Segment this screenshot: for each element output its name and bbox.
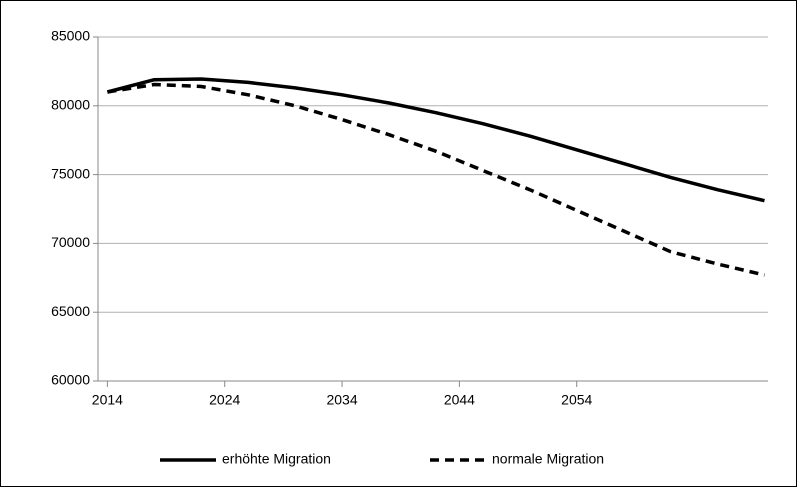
x-tick-label: 2044: [444, 392, 475, 408]
x-tick-label: 2014: [92, 392, 123, 408]
y-tick-label: 70000: [51, 234, 90, 250]
y-tick-label: 75000: [51, 165, 90, 181]
y-tick-label: 85000: [51, 28, 90, 44]
legend-label: normale Migration: [492, 451, 604, 467]
y-tick-label: 65000: [51, 303, 90, 319]
series-line: [106, 77, 765, 203]
y-tick-label: 60000: [51, 372, 90, 388]
x-tick-label: 2054: [561, 392, 592, 408]
series-line: [107, 82, 765, 277]
legend-label: erhöhte Migration: [222, 451, 331, 467]
x-tick-label: 2034: [326, 392, 357, 408]
y-tick-label: 80000: [51, 97, 90, 113]
x-tick-label: 2024: [209, 392, 240, 408]
